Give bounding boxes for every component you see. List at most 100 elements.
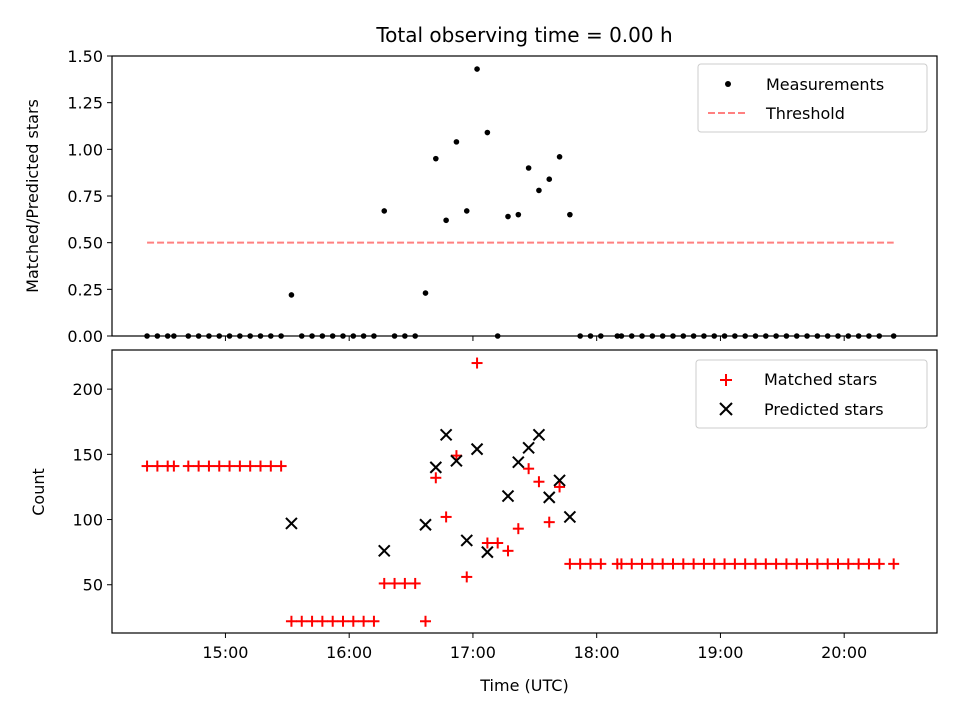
matched-star-point xyxy=(265,460,277,472)
matched-star-point xyxy=(574,558,586,570)
matched-star-point xyxy=(564,558,576,570)
matched-star-point xyxy=(750,558,761,570)
matched-star-point xyxy=(347,615,359,627)
matched-star-point xyxy=(739,558,751,570)
measurement-point xyxy=(556,154,563,160)
x-tick-label: 19:00 xyxy=(697,643,743,662)
predicted-star-point xyxy=(460,534,473,547)
matched-star-point xyxy=(461,571,473,583)
bottom-axes-frame xyxy=(111,349,938,634)
predicted-star-point xyxy=(481,545,494,559)
measurement-point xyxy=(567,211,573,218)
predicted-star-point xyxy=(512,455,525,469)
matched-star-point xyxy=(888,558,900,570)
matched-star-point xyxy=(554,481,566,493)
matched-star-point xyxy=(306,615,318,627)
x-tick-label: 17:00 xyxy=(450,643,496,662)
top-y-tick-label: 1.25 xyxy=(67,94,103,113)
measurement-point xyxy=(463,208,470,214)
matched-star-point xyxy=(244,460,256,472)
predicted-star-point xyxy=(522,441,535,455)
matched-star-point xyxy=(770,558,782,570)
predicted-star-point xyxy=(563,510,577,524)
matched-star-point xyxy=(729,558,741,570)
matched-star-point xyxy=(213,460,225,472)
matched-star-point xyxy=(492,537,504,549)
matched-star-point xyxy=(780,558,792,570)
legend-predicted-marker xyxy=(719,402,733,416)
predicted-star-point xyxy=(378,544,391,558)
matched-star-point xyxy=(595,558,607,570)
matched-star-point xyxy=(420,615,431,627)
matched-star-point xyxy=(430,472,442,484)
predicted-star-point xyxy=(543,491,556,504)
matched-star-point xyxy=(327,615,339,627)
matched-star-point xyxy=(667,558,679,570)
matched-star-point xyxy=(151,460,163,472)
matched-star-point xyxy=(533,476,545,488)
matched-star-point xyxy=(296,615,308,627)
matched-star-point xyxy=(141,460,153,472)
matched-star-point xyxy=(677,558,689,570)
top-y-tick-label: 0.00 xyxy=(67,327,103,346)
bottom-y-tick-label: 200 xyxy=(72,380,103,399)
measurement-point xyxy=(453,139,460,145)
matched-star-point xyxy=(646,558,658,570)
legend-predicted-label: Predicted stars xyxy=(764,400,884,419)
legend-threshold-label: Threshold xyxy=(765,104,845,123)
measurement-point xyxy=(546,176,553,182)
predicted-star-point xyxy=(419,518,432,531)
matched-star-point xyxy=(440,511,452,523)
matched-star-point xyxy=(688,558,700,570)
bottom-panel: 50 100 150 200 15:00 16:00 17:00 18:00 19:00 20:… xyxy=(29,349,938,695)
bottom-y-tick-label: 150 xyxy=(72,445,103,464)
matched-star-point xyxy=(657,558,669,570)
matched-star-point xyxy=(275,460,287,472)
legend-matched-label: Matched stars xyxy=(764,370,877,389)
matched-star-point xyxy=(337,615,349,627)
measurement-point xyxy=(422,290,429,296)
top-y-tick-label: 0.25 xyxy=(67,280,103,299)
matched-star-point xyxy=(811,558,823,570)
bottom-y-ticks: 50 100 150 200 xyxy=(72,380,112,595)
measurement-point xyxy=(536,187,542,194)
predicted-star-point xyxy=(439,428,453,441)
matched-star-point xyxy=(450,450,462,462)
legend-measurements-label: Measurements xyxy=(766,75,884,94)
x-tick-label: 20:00 xyxy=(821,643,867,662)
matched-star-point xyxy=(853,558,865,570)
matched-star-point xyxy=(481,537,493,549)
x-tick-label: 15:00 xyxy=(202,643,248,662)
x-tick-label: 16:00 xyxy=(326,643,372,662)
predicted-star-point xyxy=(532,428,546,441)
bottom-y-tick-label: 100 xyxy=(72,511,103,530)
top-panel: 0.00 0.25 0.50 0.75 1.00 1.25 1.50 Total obser… xyxy=(23,23,938,346)
legend-matched-marker xyxy=(720,374,732,386)
top-y-tick-label: 0.75 xyxy=(67,187,103,206)
top-y-tick-label: 1.50 xyxy=(67,47,103,66)
bottom-legend: Matched stars Predicted stars xyxy=(695,359,928,429)
matched-star-point xyxy=(368,615,380,627)
matched-star-point xyxy=(502,545,514,557)
measurement-point xyxy=(525,165,532,171)
x-axis-label: Time (UTC) xyxy=(479,676,568,695)
matched-star-point xyxy=(358,615,370,627)
matched-star-point xyxy=(791,558,803,570)
matched-star-point xyxy=(822,558,834,570)
matched-star-point xyxy=(719,558,731,570)
matched-star-point xyxy=(842,558,854,570)
measurement-point xyxy=(505,213,511,220)
matched-star-point xyxy=(543,516,555,528)
matched-star-point xyxy=(378,577,390,589)
matched-star-point xyxy=(512,523,524,535)
matched-star-point xyxy=(193,460,205,472)
top-y-tick-label: 0.50 xyxy=(67,234,103,253)
matched-star-point xyxy=(255,460,266,472)
predicted-star-point xyxy=(501,489,515,503)
measurement-point xyxy=(484,129,491,136)
matched-star-point xyxy=(234,460,246,472)
matched-star-point xyxy=(626,558,638,570)
bottom-plot-area xyxy=(141,357,900,627)
measurement-point xyxy=(515,211,522,218)
